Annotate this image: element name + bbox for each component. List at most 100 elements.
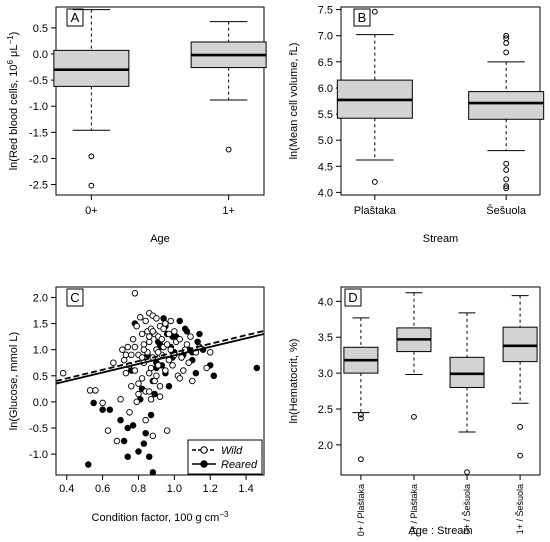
outlier-point: [503, 167, 510, 173]
data-point: [122, 369, 130, 377]
data-point: [86, 387, 94, 394]
box-0: [343, 317, 379, 463]
x-tick-label: Šešuola: [486, 204, 527, 217]
data-point: [128, 382, 135, 390]
data-point: [117, 416, 124, 424]
data-point: [253, 364, 261, 372]
panel-A: A -2.5 -2.0 -1.5 -1.0 -0.5 0.0 0.5 ln(Red blood …: [6, 6, 267, 245]
data-point: [124, 453, 131, 460]
data-point: [99, 406, 106, 413]
x-tick-label: 0.4: [59, 483, 74, 495]
data-point: [59, 369, 67, 377]
data-point: [129, 335, 137, 343]
panel-label: D: [348, 290, 357, 305]
series-wild: [59, 290, 214, 445]
data-point: [194, 338, 201, 346]
data-point: [126, 409, 133, 416]
x-axis-label: Age : Stream: [408, 525, 472, 537]
data-point: [145, 369, 153, 377]
data-point: [149, 469, 157, 475]
data-point: [106, 406, 114, 413]
data-point: [145, 338, 153, 346]
data-point: [138, 375, 146, 382]
data-point: [151, 390, 158, 398]
data-point: [140, 346, 148, 353]
data-point: [162, 367, 169, 374]
data-point: [131, 367, 139, 374]
data-point: [138, 354, 146, 361]
panel-label: A: [71, 10, 80, 25]
outlier-point: [371, 8, 378, 15]
outlier-point: [517, 452, 523, 459]
data-point: [169, 362, 176, 369]
data-point: [133, 398, 140, 406]
data-point: [165, 330, 173, 338]
data-point: [133, 322, 140, 330]
outlier-point: [503, 185, 510, 192]
data-point: [160, 315, 167, 322]
data-point: [165, 382, 173, 390]
panel-label-box: [353, 8, 371, 27]
y-tick-label: 0.5: [33, 371, 48, 383]
y-tick-label: 2.5: [318, 404, 333, 416]
data-point: [185, 359, 192, 366]
y-label-part: ): [8, 332, 20, 336]
y-label-part: μL: [8, 45, 20, 61]
box-iqr: [468, 91, 545, 120]
panel-D: D 2.0 2.5 3.0 3.5 4.0 ln(Hematocrit, %) 0+ / Pl…: [288, 286, 541, 537]
data-point: [142, 416, 149, 424]
data-point: [154, 362, 162, 369]
box-iqr: [53, 49, 130, 87]
y-axis-label: ln(Hematocrit, %): [288, 339, 300, 424]
data-point: [129, 422, 137, 429]
data-point: [142, 429, 149, 437]
panel-B: B 4.0 4.5 5.0 5.5 6.0 6.5 7.0 7.5 ln(Mean cell vo…: [288, 5, 545, 245]
y-tick-label: 3.0: [318, 368, 333, 380]
outlier-point: [88, 153, 95, 160]
x-axis-label: Stream: [423, 233, 458, 245]
y-tick-label: 4.5: [318, 161, 333, 173]
outlier-point: [503, 32, 510, 39]
x-tick-label: 0+: [85, 205, 98, 217]
data-point: [178, 354, 185, 361]
y-tick-label: 1.0: [33, 345, 48, 357]
points-layer: [56, 290, 264, 475]
box-iqr: [449, 356, 485, 388]
data-point: [145, 453, 153, 460]
y-tick-label: 5.5: [318, 109, 333, 121]
y-label-part: ln(Red blood cells, 10: [8, 64, 20, 170]
outlier-point: [371, 179, 378, 185]
outlier-point: [358, 415, 364, 422]
data-point: [153, 372, 160, 380]
data-point: [140, 341, 148, 348]
data-point: [147, 411, 155, 419]
data-point: [160, 325, 167, 333]
box-iqr: [502, 326, 538, 363]
data-point: [196, 330, 203, 338]
outlier-point: [503, 183, 510, 190]
panel-label-box: [344, 288, 362, 307]
x-tick-label: 0+ / Šešuola: [462, 484, 472, 534]
data-point: [165, 356, 173, 364]
x-tick-label: 0.6: [95, 483, 110, 495]
y-tick-label: -1.0: [29, 101, 48, 113]
y-tick-label: 7.5: [318, 5, 333, 17]
data-point: [206, 349, 214, 356]
legend-label: Wild: [221, 445, 243, 457]
outlier-point: [517, 424, 523, 430]
outlier-point: [503, 160, 510, 167]
data-point: [176, 335, 183, 343]
data-point: [171, 328, 178, 335]
outlier-point: [411, 413, 417, 420]
data-point: [137, 314, 144, 321]
data-point: [183, 328, 191, 335]
data-point: [192, 369, 200, 377]
y-tick-label: -2.5: [29, 180, 48, 192]
x-tick-label: 1+ / Šešuola: [515, 484, 525, 534]
data-point: [99, 399, 106, 407]
y-tick-label: -0.5: [29, 423, 48, 435]
panel-label: B: [358, 10, 367, 25]
data-point: [135, 448, 142, 455]
box-0: [53, 9, 130, 189]
y-tick-label: 2.0: [318, 440, 333, 452]
